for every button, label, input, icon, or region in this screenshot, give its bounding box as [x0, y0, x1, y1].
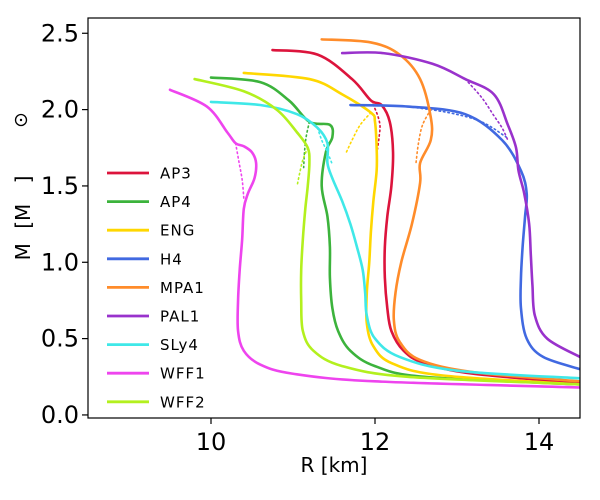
x-axis-label: R [km]: [301, 453, 368, 477]
series-mpa1-unstable-branch: [415, 108, 432, 164]
y-tick-label: 2.0: [41, 96, 79, 124]
series-ap3-unstable-branch: [370, 99, 381, 151]
series-mpa1-line: [320, 38, 580, 383]
series-eng-unstable-branch: [345, 111, 372, 154]
series-pal1-unstable-branch: [464, 78, 509, 141]
solar-mass-symbol: [14, 113, 28, 127]
plot-frame: [87, 17, 581, 419]
series-sly4-line: [209, 100, 580, 380]
y-axis-label: M [M ]: [11, 176, 35, 261]
series-wff1-unstable-branch: [234, 142, 245, 199]
y-axis-label-symbol: M: [11, 243, 35, 260]
x-tick-label: 10: [196, 428, 227, 456]
legend-label-ap3: AP3: [160, 165, 192, 183]
series-wff1-line: [168, 88, 580, 389]
legend-label-mpa1: MPA1: [160, 279, 205, 297]
x-tick-label: 14: [524, 428, 555, 456]
y-tick-label: 1.5: [41, 172, 79, 200]
series-sly4-unstable-branch: [316, 127, 334, 166]
y-axis-label-group: M [M ]: [11, 176, 35, 261]
series-eng-line: [242, 71, 580, 386]
x-axis: 10 12 14: [196, 418, 555, 456]
x-tick-label: 12: [360, 428, 391, 456]
legend: AP3 AP4 ENG H4 MPA1 PAL1 SLy4 WFF1 WFF2: [107, 165, 206, 411]
series-wff2-line: [193, 77, 580, 386]
y-tick-label: 1.0: [41, 248, 79, 276]
series-pal1-line: [340, 51, 580, 359]
legend-label-wff2: WFF2: [160, 393, 206, 411]
y-axis-label-unit-close: ]: [11, 176, 35, 184]
y-tick-label: 0.5: [41, 325, 79, 353]
y-tick-label: 0.0: [41, 401, 79, 429]
series-ap3-line: [271, 48, 580, 385]
legend-label-sly4: SLy4: [160, 336, 199, 354]
series-wff2-unstable-branch: [296, 146, 309, 187]
legend-label-ap4: AP4: [160, 193, 192, 211]
legend-label-h4: H4: [160, 250, 183, 268]
legend-label-wff1: WFF1: [160, 365, 206, 383]
series-h4-line: [349, 103, 580, 371]
y-tick-label: 2.5: [41, 19, 79, 47]
series-curves: [168, 38, 580, 389]
y-axis-label-unit-open: [M: [11, 204, 35, 229]
legend-label-eng: ENG: [160, 222, 195, 240]
y-axis: 0.0 0.5 1.0 1.5 2.0 2.5: [41, 19, 88, 429]
legend-label-pal1: PAL1: [160, 308, 200, 326]
